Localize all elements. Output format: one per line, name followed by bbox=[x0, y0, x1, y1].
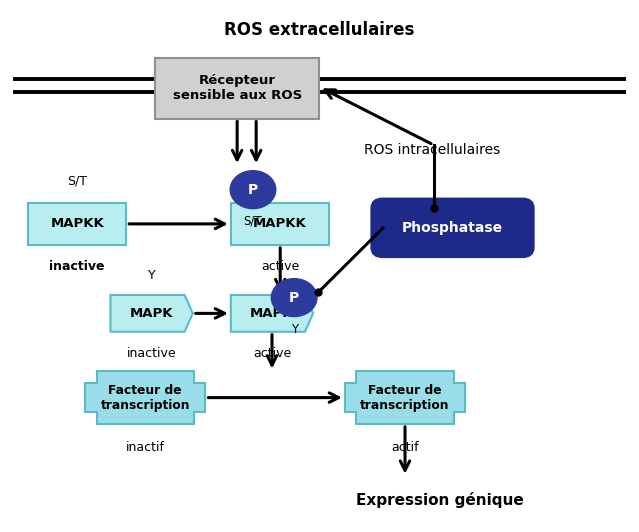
Circle shape bbox=[230, 171, 276, 209]
Text: MAPK: MAPK bbox=[250, 307, 294, 320]
Polygon shape bbox=[85, 371, 206, 424]
Text: MAPKK: MAPKK bbox=[50, 218, 104, 230]
Text: Y: Y bbox=[148, 269, 155, 282]
Text: active: active bbox=[253, 346, 291, 360]
Text: actif: actif bbox=[391, 441, 419, 454]
FancyBboxPatch shape bbox=[231, 203, 329, 245]
Text: Facteur de
transcription: Facteur de transcription bbox=[360, 384, 450, 412]
Text: S/T: S/T bbox=[67, 174, 87, 187]
Text: inactive: inactive bbox=[49, 260, 105, 273]
FancyBboxPatch shape bbox=[155, 58, 320, 119]
Text: inactif: inactif bbox=[126, 441, 165, 454]
Text: Récepteur
sensible aux ROS: Récepteur sensible aux ROS bbox=[173, 74, 302, 102]
Text: Phosphatase: Phosphatase bbox=[402, 221, 503, 235]
Polygon shape bbox=[231, 295, 313, 332]
Polygon shape bbox=[345, 371, 465, 424]
Text: Y: Y bbox=[291, 323, 298, 336]
Text: ROS extracellulaires: ROS extracellulaires bbox=[224, 21, 415, 39]
Circle shape bbox=[272, 279, 317, 317]
Text: P: P bbox=[289, 290, 299, 305]
Text: active: active bbox=[261, 260, 299, 273]
Text: MAPK: MAPK bbox=[130, 307, 173, 320]
FancyBboxPatch shape bbox=[28, 203, 127, 245]
Text: Expression génique: Expression génique bbox=[356, 492, 524, 508]
FancyBboxPatch shape bbox=[371, 198, 534, 257]
Polygon shape bbox=[111, 295, 193, 332]
Text: MAPKK: MAPKK bbox=[253, 218, 307, 230]
Text: ROS intracellulaires: ROS intracellulaires bbox=[364, 143, 500, 157]
Text: P: P bbox=[248, 182, 258, 197]
Text: Facteur de
transcription: Facteur de transcription bbox=[100, 384, 190, 412]
Text: S/T: S/T bbox=[243, 215, 262, 228]
Text: inactive: inactive bbox=[127, 346, 176, 360]
